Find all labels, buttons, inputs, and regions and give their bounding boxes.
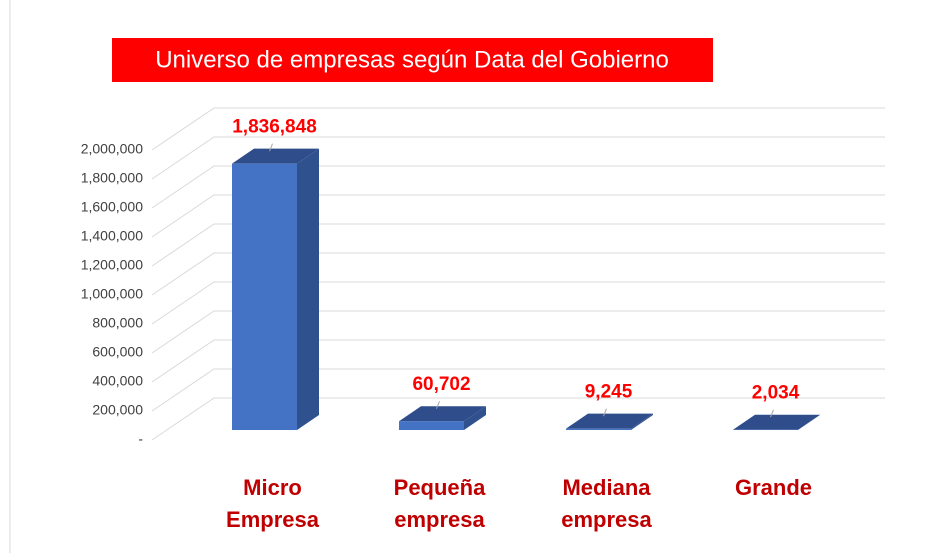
x-tick-label: Grande (734, 475, 813, 500)
leader-line (436, 401, 440, 409)
y-tick-label: 1,600,000 (81, 199, 143, 215)
bar-side (464, 406, 486, 430)
grid-line (151, 223, 885, 267)
data-label: 60,702 (412, 374, 470, 395)
grid-line (151, 252, 885, 296)
grid-line (151, 368, 885, 412)
leader-line (269, 143, 273, 152)
bar-side (631, 413, 653, 430)
y-tick-label: 1,200,000 (81, 257, 143, 273)
bar-side (297, 148, 319, 430)
bar-top (399, 406, 486, 422)
grid-line (151, 194, 885, 238)
grid-line (151, 281, 885, 325)
y-tick-label: 600,000 (92, 344, 143, 360)
y-tick-label: 1,800,000 (81, 170, 143, 186)
x-tick-label: Pequeña empresa (393, 475, 486, 532)
leader-line (603, 408, 607, 417)
grid-line (151, 397, 885, 441)
data-label: 1,836,848 (232, 117, 317, 138)
y-tick-label: 1,000,000 (81, 286, 143, 302)
x-tick-label: Micro Empresa (226, 475, 319, 532)
grid-line (151, 339, 885, 383)
data-label: 2,034 (752, 383, 800, 404)
grid-line (151, 165, 885, 209)
grid-line (151, 136, 885, 180)
bar-top (232, 148, 319, 164)
y-tick-label: 200,000 (92, 402, 143, 418)
data-label: 9,245 (585, 382, 633, 403)
y-tick-label: 800,000 (92, 315, 143, 331)
y-tick-label: 1,400,000 (81, 228, 143, 244)
leader-line (770, 409, 774, 418)
x-tick-label: Mediana empresa (561, 475, 652, 532)
bar (566, 428, 631, 430)
chart-title: Universo de empresas según Data del Gobi… (155, 46, 669, 73)
bar-top (566, 413, 653, 429)
bar (232, 163, 297, 430)
grid-line (151, 107, 885, 151)
y-tick-label: 2,000,000 (81, 141, 143, 157)
bar-top (733, 414, 820, 430)
grid-line (151, 310, 885, 354)
y-tick-label: 400,000 (92, 373, 143, 389)
bar (399, 421, 464, 430)
title-background (112, 38, 713, 82)
bar-side (798, 414, 820, 430)
y-tick-label: - (138, 431, 143, 447)
